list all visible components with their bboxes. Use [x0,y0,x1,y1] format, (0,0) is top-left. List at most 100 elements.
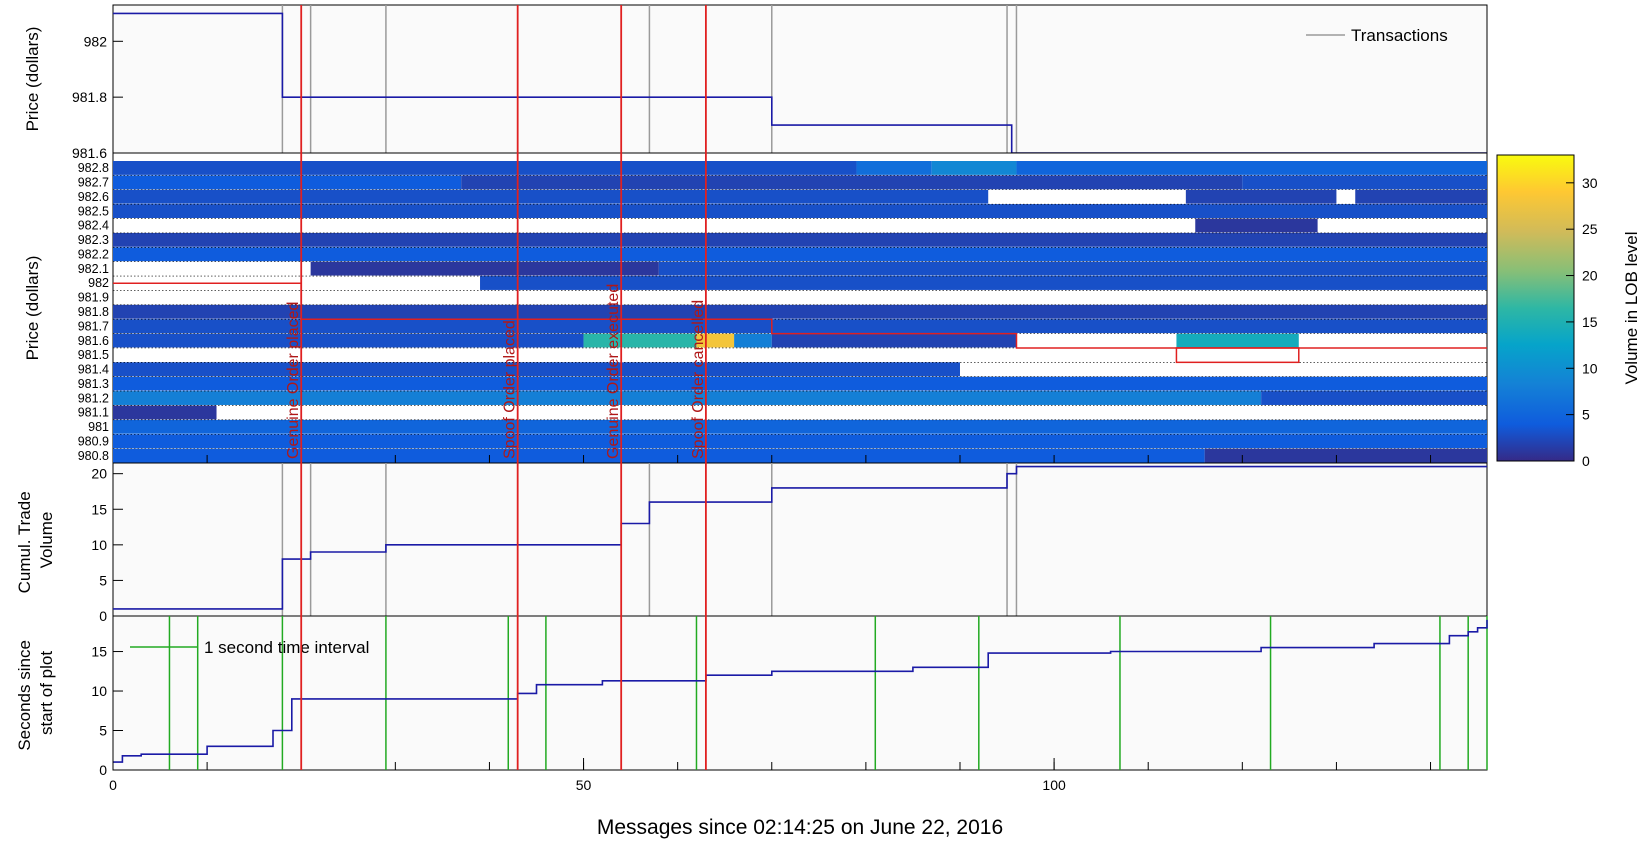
lob-ytick-label: 980.8 [78,449,109,463]
lob-cell [1355,189,1487,204]
event-label: Genuine Order executed [605,284,622,459]
panel-cumvol-content [113,463,1487,616]
seconds-series [113,619,1488,763]
panel-lob-yticks: 982.8982.7982.6982.5982.4982.3982.2982.1… [78,161,1432,463]
lob-cell [113,434,1487,449]
panel-seconds: Seconds since start of plot 0 5 10 15 1 sec… [15,615,1488,778]
panel-lob: Genuine Order placed Spoof Order placed Ge… [23,152,1488,464]
colorbar: 0 5 10 15 20 25 30 Volume in LOB level [1496,154,1641,469]
x-axis: 0 50 100 Messages since 02:14:25 on June 2… [109,758,1432,839]
order-box [1175,347,1300,364]
panel-price: Price (dollars) 981.6 981.8 982 Transactio… [23,4,1488,161]
lob-cell [461,175,1243,190]
lob-cell [113,391,1262,405]
panel-price-yticks: 981.6 981.8 982 [72,33,123,161]
xtick-label: 50 [576,777,592,793]
event-label: Spoof Order placed [502,320,519,459]
lob-cell [583,333,697,348]
panel-seconds-ylabel-line1: Seconds since [15,640,34,751]
lob-cell [658,261,1487,276]
lob-cell [1195,218,1318,233]
lob-ytick-label: 982.7 [78,176,109,190]
panel-price-content [113,5,1487,154]
lob-ytick-label: 981.3 [78,377,109,391]
colorbar-gradient [1496,154,1575,462]
panel-seconds-yticks: 0 5 10 15 [91,644,123,778]
panel-cumvol-ylabel-line1: Cumul. Trade [15,491,34,593]
lob-cell [931,161,1017,175]
lob-cell [310,261,659,276]
ytick-label: 0 [99,762,107,778]
panel-price-ylabel: Price (dollars) [23,27,42,132]
ytick-label: 15 [91,644,107,660]
ytick-label: 0 [99,608,107,624]
transactions-legend: Transactions [1306,26,1448,45]
lob-ytick-label: 982.6 [78,190,109,204]
event-label: Genuine Order placed [285,302,302,459]
lob-ytick-label: 981.8 [78,305,109,319]
lob-ytick-label: 981.9 [78,291,109,305]
ytick-label: 20 [91,466,107,482]
colorbar-tick-label: 5 [1582,407,1590,423]
panel-cumvol-frame [112,462,1488,617]
colorbar-tick-label: 10 [1582,360,1598,376]
lob-cell [113,304,1487,319]
panel-seconds-frame [112,615,1488,771]
lob-cell [113,376,1487,391]
cumvol-series [113,465,1487,610]
lob-ytick-label: 981.6 [78,334,109,348]
lob-cell [113,204,1487,219]
lob-cell [734,333,772,348]
colorbar-tick-label: 25 [1582,221,1598,237]
panel-seconds-content [113,616,1488,770]
lob-cell [1016,161,1487,175]
lob-cell [1242,175,1487,190]
lob-cell [1204,448,1487,463]
ytick-label: 5 [99,723,107,739]
price-series [113,12,1487,154]
lob-ytick-label: 980.9 [78,434,109,448]
lob-cell [1176,333,1299,348]
lob-cell [1185,189,1337,204]
panel-price-frame [112,4,1488,154]
interval-legend-label: 1 second time interval [204,638,369,657]
lob-ytick-label: 981 [88,420,109,434]
lob-cell [113,448,1205,463]
xtick-label: 0 [109,777,117,793]
x-axis-label: Messages since 02:14:25 on June 22, 2016 [597,816,1003,839]
lob-cell [113,175,462,190]
panel-lob-content: Genuine Order placed Spoof Order placed Ge… [113,161,1487,463]
ytick-label: 10 [91,537,107,553]
lob-ytick-label: 981.5 [78,348,109,362]
colorbar-ticks: 0 5 10 15 20 25 30 [1566,175,1598,469]
lob-cell [113,232,1487,247]
lob-cell [113,333,584,348]
lob-ytick-label: 981.4 [78,363,109,377]
colorbar-tick-label: 0 [1582,453,1590,469]
lob-cell [113,362,960,377]
panel-seconds-ylabel: Seconds since start of plot [15,635,56,750]
lob-cell [480,276,1487,290]
transactions-legend-label: Transactions [1351,26,1448,45]
colorbar-tick-label: 30 [1582,175,1598,191]
colorbar-tick-label: 15 [1582,314,1598,330]
ytick-label: 982 [84,33,108,49]
lob-cell [113,247,1487,262]
event-label: Spoof Order cancelled [690,300,707,459]
xtick-label: 100 [1042,777,1066,793]
panel-cumvol-yticks: 0 5 10 15 20 [91,466,123,624]
lob-cell [1261,391,1487,405]
lob-ytick-label: 982.5 [78,204,109,218]
lob-cell [113,161,857,175]
ytick-label: 5 [99,572,107,588]
colorbar-label: Volume in LOB level [1622,231,1641,384]
lob-cell [771,333,1017,348]
colorbar-tick-label: 20 [1582,268,1598,284]
panel-cumvol-ylabel: Cumul. Trade Volume [15,487,56,594]
lob-ytick-label: 981.7 [78,319,109,333]
lob-ytick-label: 982.3 [78,233,109,247]
ytick-label: 981.8 [72,89,107,105]
lob-ytick-label: 982.8 [78,161,109,175]
lob-ytick-label: 982.1 [78,262,109,276]
